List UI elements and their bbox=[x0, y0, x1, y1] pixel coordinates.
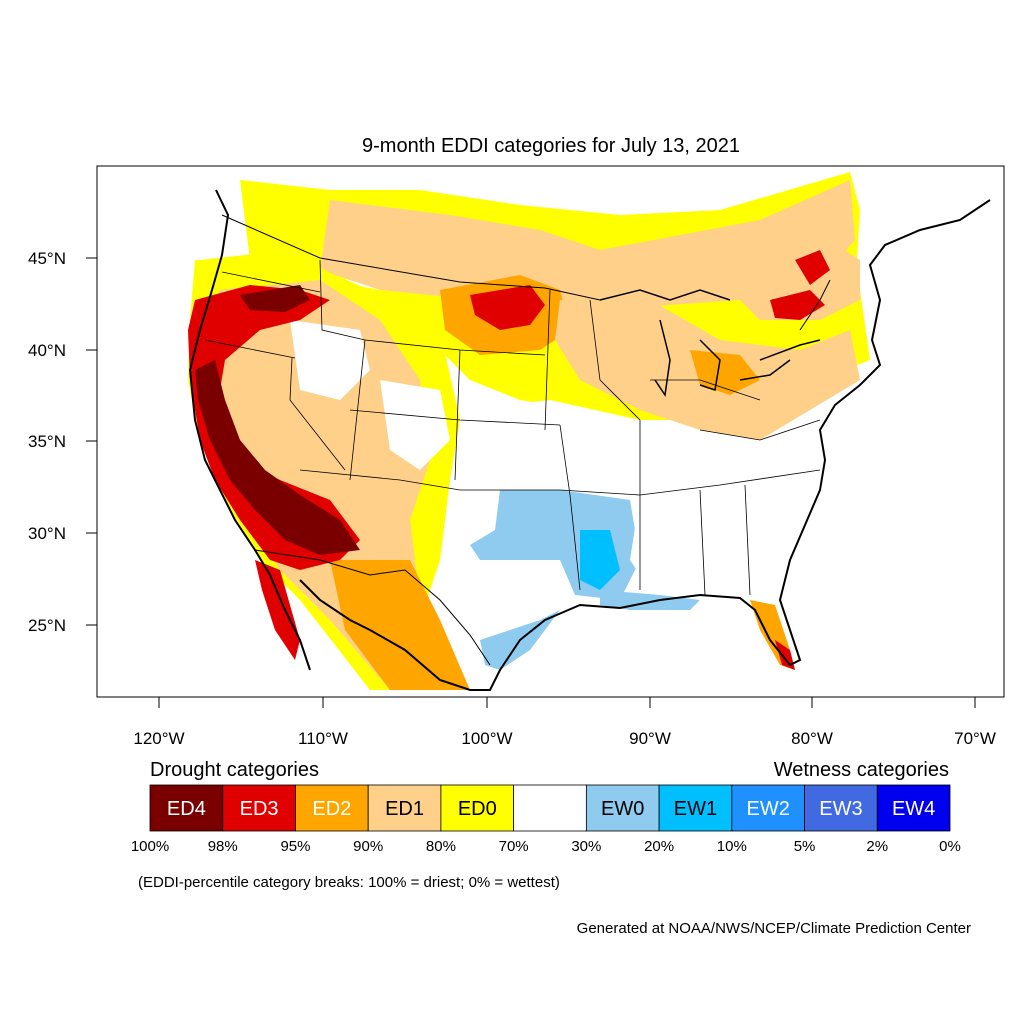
maine-red bbox=[795, 250, 830, 285]
border-ca-nv bbox=[289, 357, 346, 471]
legend-swatch-ew0 bbox=[585, 784, 660, 832]
lat-label-35: 35°N bbox=[28, 432, 66, 451]
border-south-central bbox=[559, 420, 641, 591]
legend-swatch-ed3 bbox=[222, 784, 296, 832]
percentile-break-label: 0% bbox=[939, 838, 961, 855]
great-lakes bbox=[599, 289, 821, 398]
legend-swatch-none bbox=[513, 784, 587, 832]
west-coast-red bbox=[188, 285, 360, 570]
nevada-white bbox=[290, 320, 370, 400]
lat-label-25: 25°N bbox=[28, 616, 66, 635]
legend-label-ed0: ED0 bbox=[458, 798, 497, 820]
border-rockies-mid bbox=[349, 409, 561, 426]
legend-swatch-ed1 bbox=[367, 784, 442, 832]
legend-swatch-ew1 bbox=[658, 784, 733, 832]
drought-heading: Drought categories bbox=[150, 759, 319, 781]
border-east bbox=[639, 419, 821, 596]
lat-label-30: 30°N bbox=[28, 524, 66, 543]
new-england-peach bbox=[730, 235, 860, 320]
percentile-break-label: 30% bbox=[571, 838, 601, 855]
lon-axis bbox=[158, 697, 976, 708]
credit-line: Generated at NOAA/NWS/NCEP/Climate Predi… bbox=[577, 920, 971, 937]
california-dark bbox=[195, 360, 360, 555]
category-legend: ED4 ED3 ED2 ED1 ED0 EW0 EW1 EW2 EW3 EW4 bbox=[149, 784, 951, 832]
border-id-mt bbox=[319, 259, 366, 341]
percentile-break-label: 80% bbox=[426, 838, 456, 855]
percentile-break-label: 20% bbox=[644, 838, 674, 855]
central-white bbox=[455, 400, 660, 495]
lat-axis bbox=[86, 257, 97, 626]
mexico-border bbox=[254, 549, 491, 666]
map-panel bbox=[96, 165, 1005, 698]
wetness-heading: Wetness categories bbox=[774, 759, 949, 781]
canada-border bbox=[221, 214, 831, 331]
legend-label-ew4: EW4 bbox=[892, 798, 935, 820]
legend-swatch-ew2 bbox=[731, 784, 805, 832]
michigan-orange bbox=[690, 350, 760, 395]
lat-label-45: 45°N bbox=[28, 249, 66, 268]
us-coastline bbox=[188, 189, 991, 691]
legend-label-ed3: ED3 bbox=[240, 798, 279, 820]
legend-label-ew3: EW3 bbox=[819, 798, 862, 820]
legend-swatch-ed2 bbox=[295, 784, 369, 832]
baja-red bbox=[255, 560, 300, 660]
eddi-field bbox=[188, 172, 870, 690]
lon-label-110: 110°W bbox=[298, 729, 348, 748]
legend-swatch-ew4 bbox=[876, 784, 951, 832]
oregon-dark bbox=[240, 285, 310, 312]
legend-label-ed1: ED1 bbox=[385, 798, 424, 820]
lon-label-90: 90°W bbox=[629, 729, 671, 748]
arkansas-blue bbox=[580, 530, 620, 590]
lon-labels: 120°W 110°W 100°W 90°W 80°W 70°W bbox=[133, 729, 995, 748]
percentile-breaks: 100% 98% 95% 90% 80% 70% 30% 20% 10% 5% 2% 0% bbox=[131, 838, 961, 855]
lon-label-120: 120°W bbox=[133, 729, 184, 748]
mexico-orange bbox=[330, 560, 470, 690]
gulf-coast-blue bbox=[600, 590, 700, 610]
percentile-break-label: 70% bbox=[499, 838, 529, 855]
orange-north-band bbox=[320, 180, 855, 310]
percentile-break-label: 2% bbox=[866, 838, 888, 855]
legend-swatch-ed4 bbox=[149, 784, 224, 832]
border-four-corners bbox=[349, 289, 551, 481]
colorado-white bbox=[380, 380, 450, 470]
percentile-break-label: 5% bbox=[794, 838, 816, 855]
map-boundaries bbox=[188, 189, 991, 691]
florida-red bbox=[775, 640, 795, 670]
southeast-white bbox=[630, 470, 830, 600]
dakotas-red bbox=[470, 285, 545, 330]
border-or-ca bbox=[204, 339, 296, 359]
map-frame bbox=[96, 165, 1005, 698]
legend-swatch-ew3 bbox=[804, 784, 878, 832]
breaks-note: (EDDI-percentile category breaks: 100% =… bbox=[138, 874, 560, 891]
legend-label-ew2: EW2 bbox=[747, 798, 790, 820]
border-midwest bbox=[589, 299, 761, 421]
percentile-break-label: 90% bbox=[353, 838, 383, 855]
legend-label-ed4: ED4 bbox=[167, 798, 206, 820]
lat-label-40: 40°N bbox=[28, 341, 66, 360]
legend-label-ew0: EW0 bbox=[601, 798, 644, 820]
percentile-break-label: 100% bbox=[131, 838, 169, 855]
lon-label-100: 100°W bbox=[461, 729, 512, 748]
map-title: 9-month EDDI categories for July 13, 202… bbox=[362, 135, 740, 157]
percentile-break-label: 95% bbox=[280, 838, 310, 855]
lat-labels: 45°N 40°N 35°N 30°N 25°N bbox=[28, 249, 66, 635]
percentile-break-label: 98% bbox=[208, 838, 238, 855]
percentile-break-label: 10% bbox=[717, 838, 747, 855]
border-southwest bbox=[299, 469, 641, 496]
lon-label-70: 70°W bbox=[954, 729, 996, 748]
border-wa-or bbox=[221, 271, 321, 293]
lon-label-80: 80°W bbox=[791, 729, 833, 748]
legend-label-ew1: EW1 bbox=[674, 798, 717, 820]
state-borders bbox=[204, 259, 821, 596]
legend-label-ed2: ED2 bbox=[312, 798, 351, 820]
